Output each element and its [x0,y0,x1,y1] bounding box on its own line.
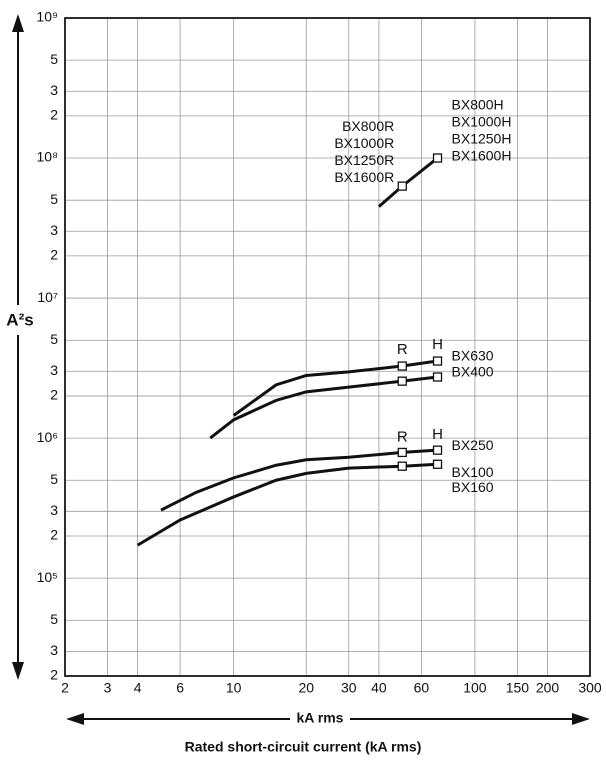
marker [432,459,443,469]
y-tick-label: 10⁸ [37,149,59,165]
x-tick-label: 300 [578,680,602,696]
curve [232,359,438,417]
x-axis-label: kA rms [297,710,344,726]
y-arrow-head [12,662,24,680]
y-tick-label: 2 [50,387,58,403]
x-arrow-head [572,713,590,725]
x-tick-label: 150 [506,680,530,696]
y-tick-label: 10⁵ [37,569,58,585]
plot-border [64,17,591,677]
series-label: BX800R [342,118,394,134]
y-tick-label: 5 [50,51,58,67]
marker-letter: R [397,428,408,445]
marker-letter: H [432,336,443,353]
x-tick-label: 4 [134,680,142,696]
y-tick-label: 3 [50,642,58,658]
y-tick-label: 10⁶ [37,429,58,445]
marker [432,445,443,455]
marker [397,376,407,386]
y-tick-label: 2 [50,247,58,263]
y-axis-label: A²s [6,310,33,329]
marker [432,153,443,163]
x-tick-label: 6 [176,680,184,696]
curve [136,462,438,547]
series-label: BX800H [452,97,504,113]
x-tick-label: 2 [61,680,69,696]
marker-letter: R [397,341,408,358]
x-tick-label: 40 [371,680,387,696]
series-label: BX400 [452,364,494,380]
x-arrow-head [66,713,84,725]
x-tick-label: 100 [463,680,487,696]
y-tick-label: 10⁷ [37,289,58,305]
y-tick-label: 10⁹ [36,9,58,25]
y-tick-label: 5 [50,471,58,487]
x-tick-label: 3 [104,680,112,696]
plot-frame [64,17,591,677]
y-tick-label: 3 [50,362,58,378]
y-tick-label: 5 [50,611,58,627]
chart-title: Rated short-circuit current (kA rms) [185,739,422,755]
x-tick-label: 200 [536,680,560,696]
marker-letter: H [432,426,443,443]
marker [397,461,407,471]
x-tick-label: 20 [298,680,314,696]
marker [397,181,407,191]
marker [397,361,407,371]
curve [160,448,438,512]
series-label: BX630 [452,348,494,364]
marker [432,356,443,366]
y-label-bg [2,305,38,335]
y-tick-label: 3 [50,82,58,98]
y-tick-label: 3 [50,502,58,518]
x-label-bg [290,710,350,728]
marker [432,372,443,382]
series-label: BX1250R [334,152,394,168]
series-label: BX100 [452,464,494,480]
series-label: BX160 [452,479,494,495]
series-label: BX1600R [334,169,394,185]
marker [397,447,407,458]
series-label: BX1000R [334,135,394,151]
y-tick-label: 3 [50,222,58,238]
y-tick-label: 2 [50,107,58,123]
y-tick-label: 2 [50,667,58,683]
y-tick-label: 5 [50,331,58,347]
series-label: BX1600H [452,148,512,164]
series-label: BX1000H [452,114,512,130]
x-tick-label: 60 [414,680,430,696]
x-tick-label: 30 [341,680,357,696]
y-tick-label: 2 [50,527,58,543]
series-label: BX250 [452,437,494,453]
series-label: BX1250H [452,131,512,147]
x-tick-label: 10 [226,680,242,696]
y-tick-label: 5 [50,191,58,207]
y-arrow-head [12,14,24,32]
